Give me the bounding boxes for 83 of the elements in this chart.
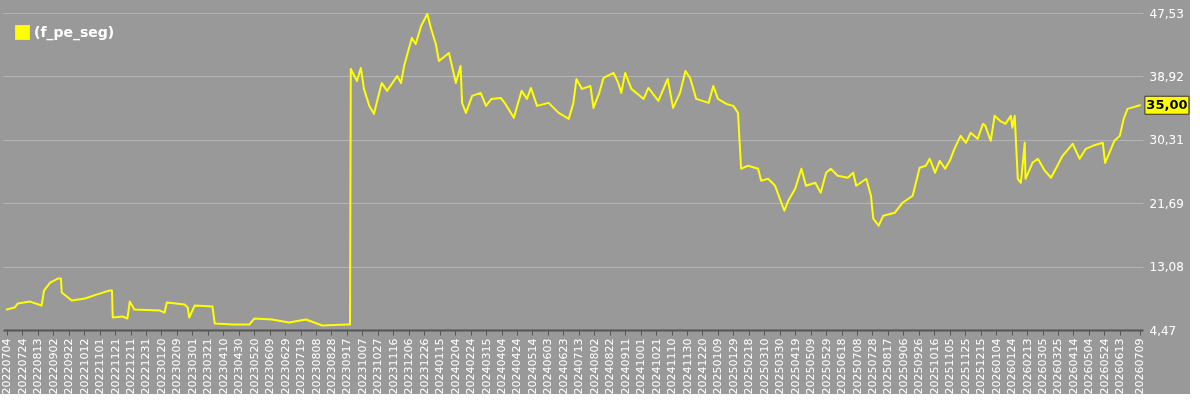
x-tick-label: 20250728 <box>865 338 879 395</box>
x-tick-label: 20250618 <box>835 338 849 395</box>
x-tick-label: 20241130 <box>680 338 694 395</box>
x-tick-label: 20230629 <box>278 338 292 395</box>
x-tick-label: 20240404 <box>495 338 509 395</box>
x-tick-label: 20240911 <box>618 338 632 395</box>
x-tick-label: 20250529 <box>819 338 833 395</box>
x-tick-label: 20251215 <box>974 338 988 395</box>
x-tick-label: 20250218 <box>742 338 756 395</box>
y-tick-label: 30,31 <box>1149 133 1184 148</box>
x-tick-label: 20221101 <box>93 338 107 395</box>
x-tick-label: 20230828 <box>324 338 338 395</box>
x-tick-label: 20240204 <box>448 338 462 395</box>
x-tick-label: 20260613 <box>1113 338 1127 395</box>
x-tick-label: 20220922 <box>62 338 76 395</box>
x-tick-label: 20250109 <box>711 338 725 395</box>
annotation: 35,00 <box>1146 97 1188 113</box>
x-tick-label: 20240424 <box>510 338 524 395</box>
x-tick-label: 20260524 <box>1097 338 1111 395</box>
x-tick-label: 20231206 <box>402 338 416 395</box>
x-tick-label: 20230321 <box>201 338 215 395</box>
x-tick-label: 20230120 <box>154 338 168 395</box>
x-tick-label: 20250129 <box>726 338 740 395</box>
x-tick-label: 20230609 <box>263 338 277 395</box>
x-tick-label: 20250330 <box>773 338 787 395</box>
x-tick-label: 20221121 <box>108 338 122 395</box>
x-tick-label: 20220813 <box>31 338 45 395</box>
x-tick-label: 20240822 <box>603 338 617 395</box>
x-tick-label: 20230719 <box>294 338 308 395</box>
x-tick-label: 20251016 <box>927 338 941 395</box>
x-tick-label: 20231226 <box>417 338 431 395</box>
x-tick-label: 20241220 <box>695 338 709 395</box>
x-tick-label: 20250926 <box>912 338 926 395</box>
x-tick-label: 20250509 <box>804 338 818 395</box>
line-series <box>5 13 1141 327</box>
x-tick-label: 20230520 <box>247 338 261 395</box>
y-tick-label: 47,53 <box>1149 6 1184 21</box>
x-tick-label: 20260414 <box>1066 338 1080 395</box>
y-tick-label: 21,69 <box>1149 196 1184 211</box>
x-tick-label: 20251105 <box>943 338 957 395</box>
x-tick-label: 20240603 <box>541 338 555 395</box>
x-tick-label: 20230430 <box>232 338 246 395</box>
x-tick-label: 20251125 <box>958 338 972 395</box>
x-tick-label: 20250817 <box>881 338 895 395</box>
x-tick-label: 20230917 <box>340 338 354 395</box>
x-tick-label: 20241021 <box>649 338 663 395</box>
x-tick-label: 20221231 <box>139 338 153 395</box>
x-tick-label: 20260504 <box>1082 338 1096 395</box>
x-tick-label: 20230808 <box>309 338 323 395</box>
x-tick-label: 20240315 <box>479 338 493 395</box>
x-tick-label: 20231027 <box>371 338 385 395</box>
y-tick-label: 4,47 <box>1149 323 1177 338</box>
x-tick-label: 20260213 <box>1020 338 1034 395</box>
x-tick-label: 20220902 <box>46 338 60 395</box>
x-tick-label: 20241001 <box>634 338 648 395</box>
x-tick-label: 20260305 <box>1036 338 1050 395</box>
x-tick-label: 20250310 <box>757 338 771 395</box>
x-tick-label: 20260104 <box>989 338 1003 395</box>
x-tick-label: 20230209 <box>170 338 184 395</box>
x-tick-label: 20220724 <box>15 338 29 395</box>
x-tick-label: 20221012 <box>77 338 91 395</box>
x-tick-label: 20241110 <box>665 338 679 395</box>
x-tick-label: 20250708 <box>850 338 864 395</box>
x-tick-label: 20230301 <box>185 338 199 395</box>
x-tick-label: 20260124 <box>1005 338 1019 395</box>
y-tick-label: 38,92 <box>1149 69 1184 84</box>
x-tick-label: 20240224 <box>464 338 478 395</box>
x-tick-label: 20231007 <box>355 338 369 395</box>
x-tick-label: 20240514 <box>525 338 539 395</box>
x-tick-label: 20240623 <box>556 338 570 395</box>
x-tick-label: 20250419 <box>788 338 802 395</box>
x-tick-label: 20250906 <box>896 338 910 395</box>
x-tick-label: 20240115 <box>433 338 447 395</box>
y-tick-label: 13,08 <box>1149 260 1184 275</box>
x-tick-label: 20230410 <box>216 338 230 395</box>
x-tick-label: 20260325 <box>1051 338 1065 395</box>
x-tick-label: 20231116 <box>386 338 400 395</box>
x-tick-label: 20240713 <box>572 338 586 395</box>
legend-label: (f_pe_seg) <box>34 23 115 41</box>
x-tick-label: 20260709 <box>1133 338 1147 395</box>
x-tick-label: 20221211 <box>124 338 138 395</box>
x-tick-label: 20220704 <box>0 338 14 395</box>
x-tick-label: 20240802 <box>587 338 601 395</box>
